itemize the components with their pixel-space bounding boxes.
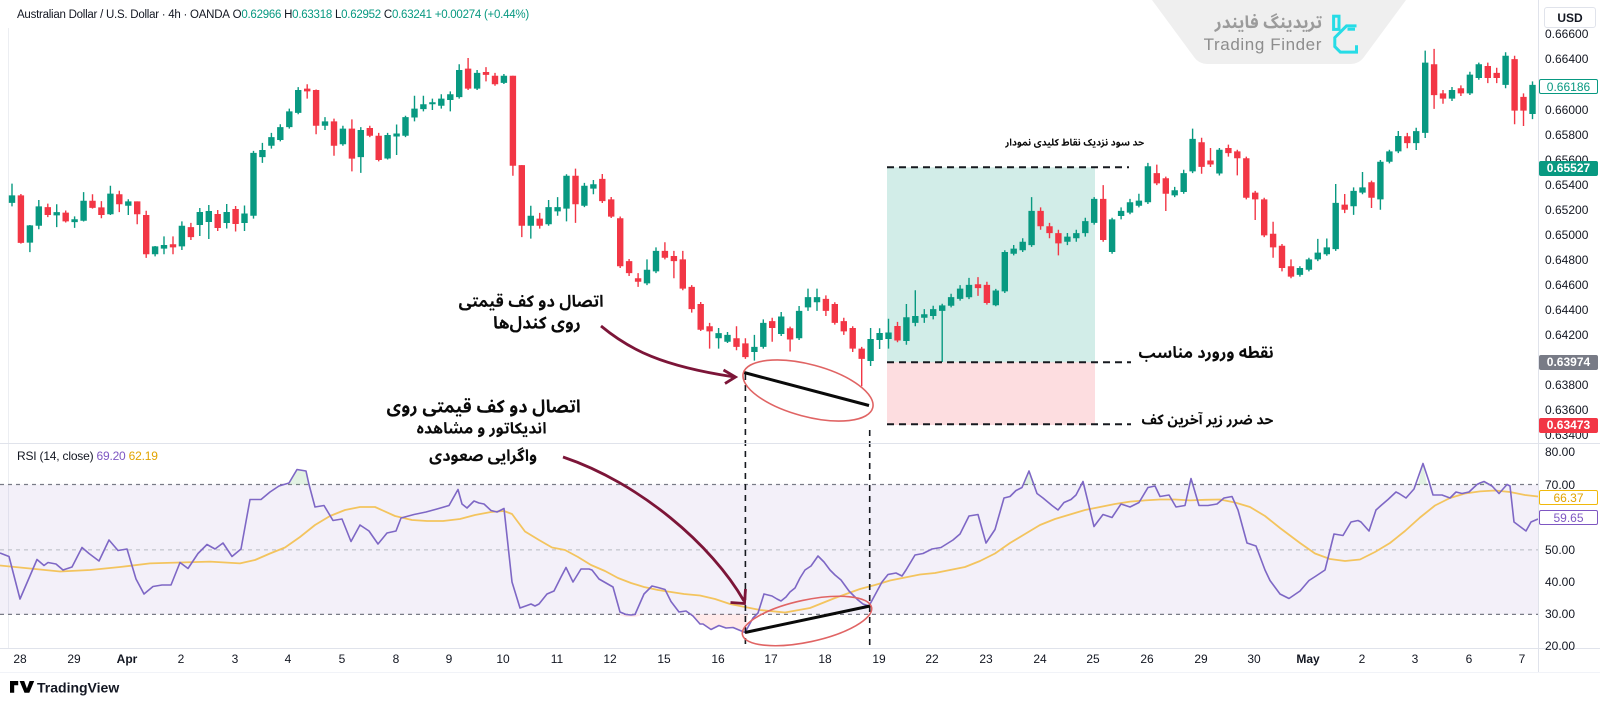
svg-text:TradingView: TradingView [37, 680, 119, 696]
